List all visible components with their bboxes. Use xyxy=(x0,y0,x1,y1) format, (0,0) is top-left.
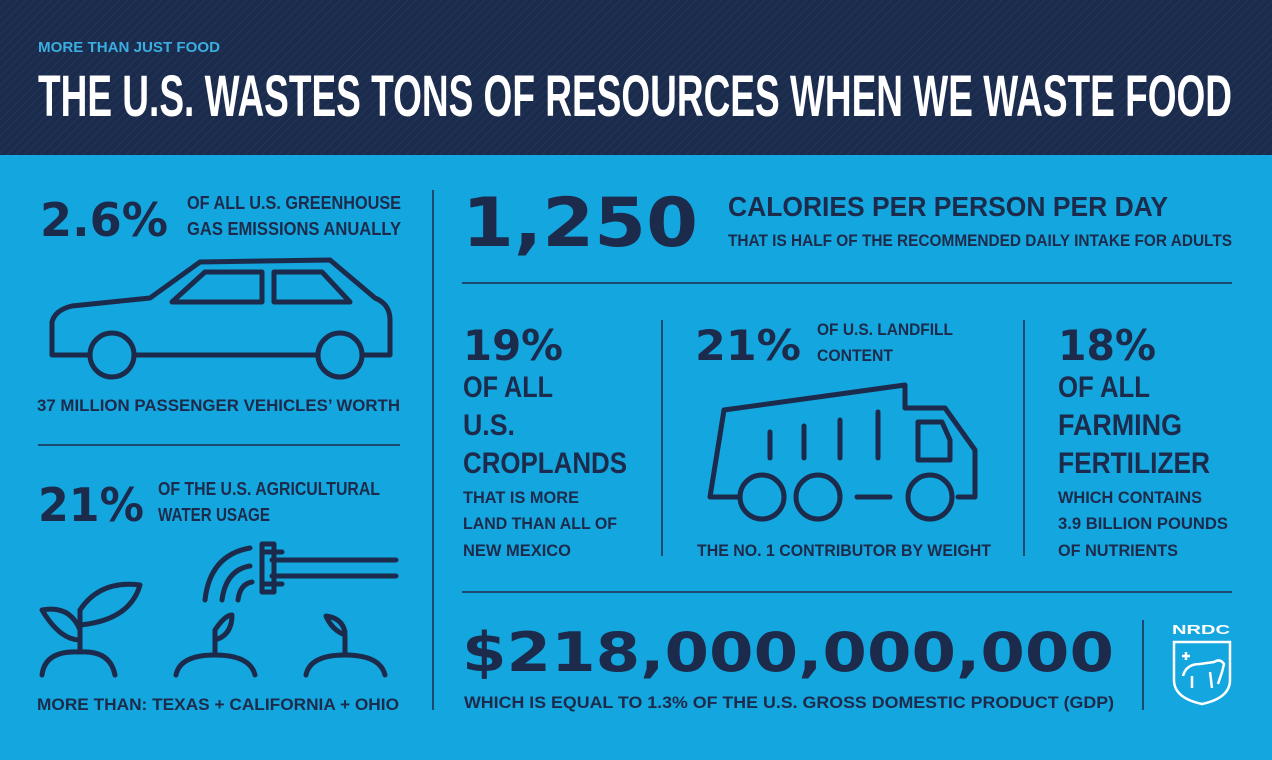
truck-icon-part xyxy=(707,382,978,500)
truck-icon-part xyxy=(737,472,787,522)
headline: U.S. xyxy=(463,409,515,442)
logo-shield-part xyxy=(1172,640,1232,706)
kicker: MORE THAN JUST FOOD xyxy=(38,39,220,56)
car-icon-part xyxy=(315,330,365,380)
truck-icon-part xyxy=(767,409,881,461)
text: OF U.S. LANDFILL xyxy=(817,320,953,339)
text: WHICH CONTAINS xyxy=(1058,488,1202,507)
plants-hose-icon-part xyxy=(259,541,277,595)
car-icon-part xyxy=(271,269,353,305)
plants-hose-icon-part xyxy=(212,612,235,658)
text: CONTENT xyxy=(817,346,894,365)
headline: OF ALL xyxy=(463,371,553,404)
plants-hose-icon-part xyxy=(39,606,83,643)
text: THAT IS MORE xyxy=(463,488,579,507)
text: OF NUTRIENTS xyxy=(1058,541,1178,560)
figure: 2.6% xyxy=(40,193,168,247)
logo-shield-part xyxy=(1181,659,1226,689)
text: WATER USAGE xyxy=(158,505,270,525)
truck-icon-part xyxy=(793,472,843,522)
text: NEW MEXICO xyxy=(463,541,571,560)
headline: CROPLANDS xyxy=(463,447,627,480)
logo-shield-part xyxy=(1182,652,1190,660)
caption: 37 MILLION PASSENGER VEHICLES’ WORTH xyxy=(37,396,400,415)
truck-icon-part xyxy=(905,472,955,522)
caption: THE NO. 1 CONTRIBUTOR BY WEIGHT xyxy=(697,541,992,560)
text: OF ALL U.S. GREENHOUSE xyxy=(187,193,401,213)
text: WHICH IS EQUAL TO 1.3% OF THE U.S. GROSS… xyxy=(464,693,1114,712)
truck-icon xyxy=(707,382,978,522)
plants-hose-icon-part xyxy=(269,557,399,579)
headline: CALORIES PER PERSON PER DAY xyxy=(728,191,1168,222)
title: THE U.S. WASTES TONS OF RESOURCES WHEN W… xyxy=(38,64,1232,129)
car-icon xyxy=(49,257,393,380)
logo-shield xyxy=(1172,640,1232,706)
text: 3.9 BILLION POUNDS xyxy=(1058,514,1228,533)
headline: FARMING xyxy=(1058,409,1182,442)
text: OF THE U.S. AGRICULTURAL xyxy=(158,479,380,499)
car-icon-part xyxy=(49,257,393,358)
figure: 21% xyxy=(695,321,801,370)
figure: 18% xyxy=(1058,321,1156,370)
text: LAND THAN ALL OF xyxy=(463,514,617,533)
text: GAS EMISSIONS ANUALLY xyxy=(187,219,401,239)
logo-text: NRDC xyxy=(1172,622,1231,637)
header-band xyxy=(0,0,1272,155)
plants-hose-icon-part xyxy=(77,581,143,655)
truck-icon-part xyxy=(915,419,953,463)
plants-hose-icon-part xyxy=(202,545,253,603)
figure: 21% xyxy=(38,478,144,532)
figure: 1,250 xyxy=(462,184,698,263)
plants-hose-icon-part xyxy=(259,549,285,587)
caption: MORE THAN: TEXAS + CALIFORNIA + OHIO xyxy=(37,695,399,714)
plants-hose-icon xyxy=(39,541,399,678)
figure: $218,000,000,000 xyxy=(462,621,1114,684)
headline: OF ALL xyxy=(1058,371,1150,404)
plants-hose-icon-part xyxy=(219,563,253,603)
plants-hose-icon-part xyxy=(235,579,255,603)
figure: 19% xyxy=(463,321,563,370)
car-icon-part xyxy=(87,330,137,380)
plants-hose-icon-part xyxy=(323,613,348,658)
text: THAT IS HALF OF THE RECOMMENDED DAILY IN… xyxy=(728,231,1232,250)
headline: FERTILIZER xyxy=(1058,447,1210,480)
car-icon-part xyxy=(169,269,265,305)
